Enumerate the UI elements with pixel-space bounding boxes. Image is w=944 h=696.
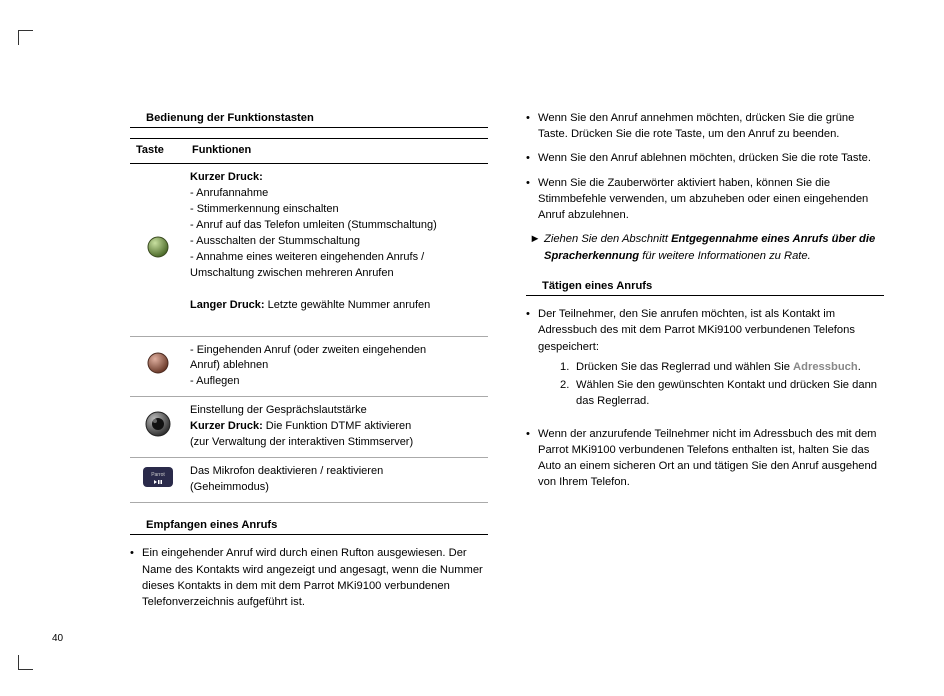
bullet-item: • Wenn der anzurufende Teilnehmer nicht … bbox=[526, 426, 884, 491]
bullet-item: • Wenn Sie den Anruf ablehnen möchten, d… bbox=[526, 150, 884, 166]
numbered-sublist: 1. Drücken Sie das Reglerrad und wählen … bbox=[560, 359, 884, 410]
table-header-row: Taste Funktionen bbox=[130, 139, 488, 164]
table-cell-icon bbox=[130, 397, 186, 458]
bullet-text: Wenn der anzurufende Teilnehmer nicht im… bbox=[538, 426, 884, 491]
table-row: Einstellung der Gesprächslautstärke Kurz… bbox=[130, 397, 488, 458]
arrow-icon: ► bbox=[526, 231, 544, 263]
list-number: 1. bbox=[560, 359, 576, 375]
table-header-taste: Taste bbox=[130, 139, 186, 164]
bullet-text: Der Teilnehmer, den Sie anrufen möchten,… bbox=[538, 306, 884, 411]
table-row: - Eingehenden Anruf (oder zweiten eingeh… bbox=[130, 336, 488, 397]
bullet-marker: • bbox=[130, 545, 142, 610]
green-button-icon bbox=[146, 235, 170, 259]
manual-page: Bedienung der Funktionstasten Taste Funk… bbox=[0, 0, 944, 696]
table-row: Kurzer Druck: - Anrufannahme - Stimmerke… bbox=[130, 164, 488, 336]
svg-text:Parrot: Parrot bbox=[151, 472, 165, 478]
table-cell-icon: Parrot bbox=[130, 458, 186, 503]
bullet-text: Wenn Sie den Anruf ablehnen möchten, drü… bbox=[538, 150, 884, 166]
left-column: Bedienung der Funktionstasten Taste Funk… bbox=[130, 110, 488, 616]
bullet-item: • Ein eingehender Anruf wird durch einen… bbox=[130, 545, 488, 610]
list-item: 1. Drücken Sie das Reglerrad und wählen … bbox=[560, 359, 884, 375]
bullet-text: Wenn Sie den Anruf annehmen möchten, drü… bbox=[538, 110, 884, 142]
table-cell-icon bbox=[130, 164, 186, 336]
section-title: Empfangen eines Anrufs bbox=[130, 517, 488, 535]
bullet-marker: • bbox=[526, 175, 538, 224]
dial-icon bbox=[144, 410, 172, 438]
table-row: Parrot Das Mikrofon deaktivieren / reakt… bbox=[130, 458, 488, 503]
reference-text: Ziehen Sie den Abschnitt Entgegennahme e… bbox=[544, 231, 884, 263]
bullet-text: Ein eingehender Anruf wird durch einen R… bbox=[142, 545, 488, 610]
function-key-table: Taste Funktionen Kurzer Dru bbox=[130, 138, 488, 503]
bullet-item: • Wenn Sie die Zauberwörter aktiviert ha… bbox=[526, 175, 884, 224]
list-number: 2. bbox=[560, 377, 576, 409]
bullet-marker: • bbox=[526, 110, 538, 142]
crop-mark-top-left bbox=[18, 30, 33, 45]
right-column: • Wenn Sie den Anruf annehmen möchten, d… bbox=[526, 110, 884, 616]
table-header-funktionen: Funktionen bbox=[186, 139, 488, 164]
page-number: 40 bbox=[52, 633, 63, 644]
list-text: Wählen Sie den gewünschten Kontakt und d… bbox=[576, 377, 884, 409]
table-cell-text: Kurzer Druck: - Anrufannahme - Stimmerke… bbox=[186, 164, 488, 336]
two-column-layout: Bedienung der Funktionstasten Taste Funk… bbox=[130, 110, 884, 616]
list-item: 2. Wählen Sie den gewünschten Kontakt un… bbox=[560, 377, 884, 409]
bullet-item: • Wenn Sie den Anruf annehmen möchten, d… bbox=[526, 110, 884, 142]
red-button-icon bbox=[146, 351, 170, 375]
table-cell-text: - Eingehenden Anruf (oder zweiten eingeh… bbox=[186, 336, 488, 397]
bullet-item: • Der Teilnehmer, den Sie anrufen möchte… bbox=[526, 306, 884, 411]
bullet-text: Wenn Sie die Zauberwörter aktiviert habe… bbox=[538, 175, 884, 224]
cross-reference: ► Ziehen Sie den Abschnitt Entgegennahme… bbox=[526, 231, 884, 263]
table-cell-text: Einstellung der Gesprächslautstärke Kurz… bbox=[186, 397, 488, 458]
section-title: Tätigen eines Anrufs bbox=[526, 278, 884, 296]
section-title: Bedienung der Funktionstasten bbox=[130, 110, 488, 128]
list-text: Drücken Sie das Reglerrad und wählen Sie… bbox=[576, 359, 861, 375]
table-cell-icon bbox=[130, 336, 186, 397]
bullet-marker: • bbox=[526, 150, 538, 166]
table-cell-text: Das Mikrofon deaktivieren / reaktivieren… bbox=[186, 458, 488, 503]
bullet-marker: • bbox=[526, 306, 538, 411]
bullet-marker: • bbox=[526, 426, 538, 491]
crop-mark-bottom-left bbox=[18, 655, 33, 670]
parrot-icon: Parrot bbox=[143, 467, 173, 487]
